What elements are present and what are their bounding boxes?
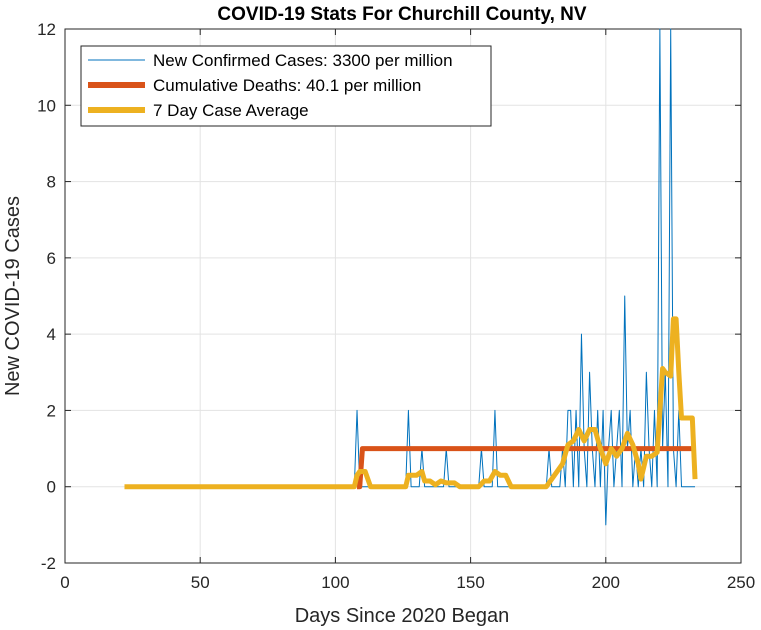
y-tick-label: 8 xyxy=(47,173,56,192)
x-tick-label: 150 xyxy=(456,573,484,592)
x-tick-label: 0 xyxy=(60,573,69,592)
plot-frame xyxy=(64,28,742,564)
series-7-day-case-average xyxy=(124,316,698,490)
legend-label-deaths: Cumulative Deaths: 40.1 per million xyxy=(153,76,421,95)
legend: New Confirmed Cases: 3300 per million Cu… xyxy=(80,45,492,127)
y-tick-label: 4 xyxy=(47,325,56,344)
y-axis-label: New COVID-19 Cases xyxy=(2,196,24,396)
y-axis-ticks: -2 0 2 4 6 8 10 12 xyxy=(37,20,741,573)
x-tick-label: 50 xyxy=(191,573,210,592)
legend-box xyxy=(80,45,492,127)
y-tick-label: 0 xyxy=(47,478,56,497)
x-axis-label: Days Since 2020 Began xyxy=(295,605,510,627)
chart-title: COVID-19 Stats For Churchill County, NV xyxy=(217,4,586,25)
x-axis-ticks: 0 50 100 150 200 250 xyxy=(60,29,755,592)
series-layer xyxy=(124,28,698,526)
y-tick-label: 10 xyxy=(37,96,56,115)
x-tick-label: 250 xyxy=(727,573,755,592)
x-tick-label: 100 xyxy=(321,573,349,592)
y-tick-label: 6 xyxy=(47,249,56,268)
y-tick-label: 2 xyxy=(47,401,56,420)
x-tick-label: 200 xyxy=(592,573,620,592)
legend-label-new-cases: New Confirmed Cases: 3300 per million xyxy=(153,51,453,70)
legend-label-avg: 7 Day Case Average xyxy=(153,101,309,120)
y-tick-label: 12 xyxy=(37,20,56,39)
series-cumulative-deaths xyxy=(357,446,693,490)
y-tick-label: -2 xyxy=(41,554,56,573)
